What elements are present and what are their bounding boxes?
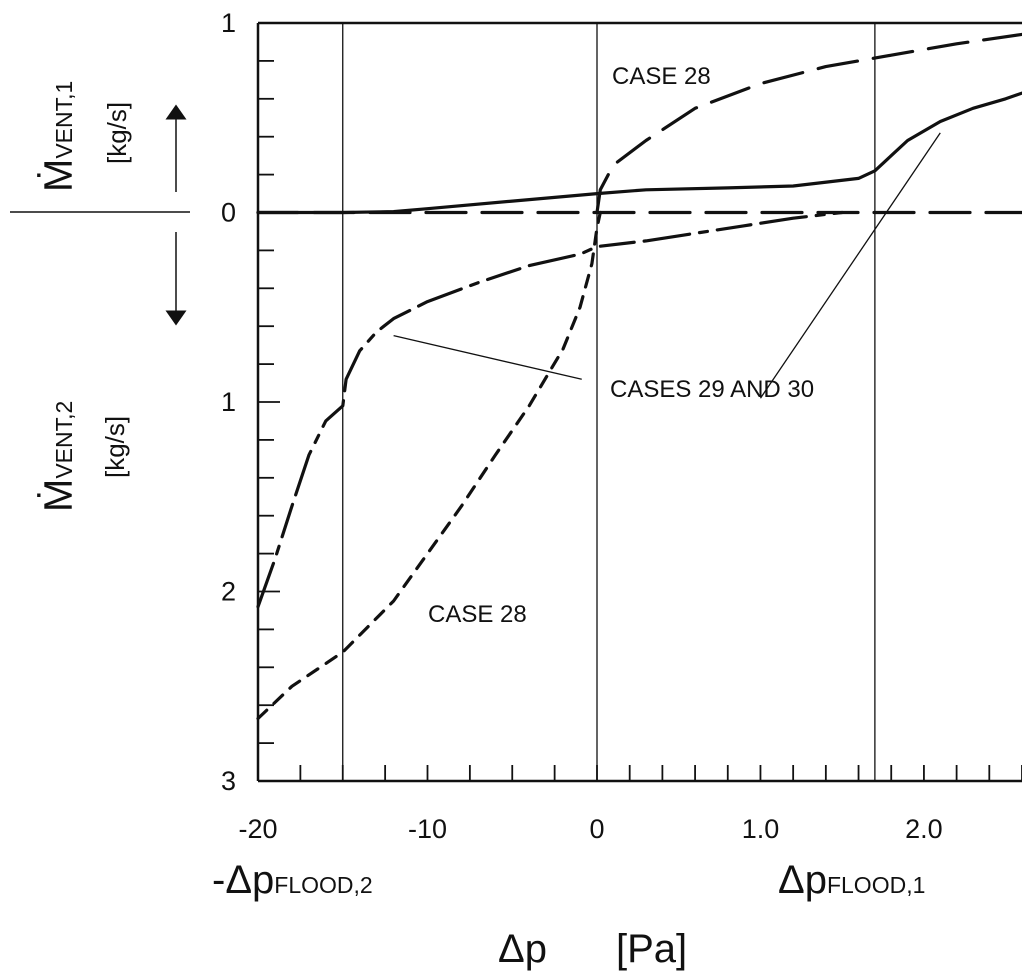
annotation-cases-29-30: CASES 29 AND 30 (610, 376, 814, 403)
xlabel-unit: [Pa] (616, 927, 687, 971)
ylabel-lower-unit: [kg/s] (100, 416, 130, 478)
x-tick-label: -20 (238, 814, 277, 844)
series-group (256, 32, 1022, 721)
ylabel-upper: ṀVENT,1 [kg/s] (36, 81, 132, 192)
x-tick-label: 0 (589, 814, 604, 844)
ylabel-upper-unit: [kg/s] (102, 102, 132, 164)
leader-line (759, 132, 941, 399)
series-line (256, 210, 602, 721)
y-tick-label: 3 (221, 766, 236, 796)
y-tick-label: 1 (221, 387, 236, 417)
xlabel-main: Δp (498, 927, 547, 971)
annotation-case-28-lower: CASE 28 (428, 601, 527, 628)
y-tick-label: 0 (221, 198, 236, 228)
series-line (595, 32, 1022, 215)
ylabel-lower-main: ṀVENT,2 (36, 401, 81, 512)
xlabel-right: ΔpFLOOD,1 (778, 858, 925, 902)
x-tick-label: -10 (408, 814, 447, 844)
leader-lines (393, 132, 941, 399)
series-line (256, 91, 1022, 215)
xlabel-left: -ΔpFLOOD,2 (212, 858, 373, 902)
x-tick-label: 2.0 (905, 814, 943, 844)
y-tick-label: 1 (221, 8, 236, 38)
leader-line (393, 335, 582, 380)
x-tick-labels: -20 -10 0 1.0 2.0 (238, 814, 942, 844)
y-tick-labels: 1 0 1 2 3 (221, 8, 236, 796)
series-line (256, 210, 844, 609)
x-tick-label: 1.0 (742, 814, 780, 844)
ylabel-lower: ṀVENT,2 [kg/s] (36, 401, 130, 512)
ylabel-upper-main: ṀVENT,1 (36, 81, 81, 192)
annotation-case-28-upper: CASE 28 (612, 63, 711, 90)
y-tick-label: 2 (221, 577, 236, 607)
